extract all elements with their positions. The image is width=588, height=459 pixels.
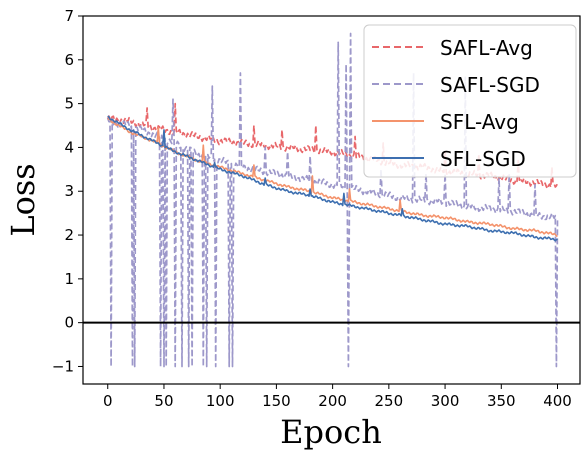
series-line-sfl-avg [107, 118, 558, 237]
plot-frame [82, 15, 581, 385]
x-tick-label: 50 [154, 392, 173, 410]
y-tick-label: 1 [64, 270, 74, 288]
y-tick-label: 3 [64, 182, 74, 200]
y-axis: −1 0 1 2 3 4 5 6 7 [52, 7, 83, 375]
x-tick-label: 200 [318, 392, 347, 410]
y-tick-label: 4 [64, 138, 74, 156]
x-tick-label: 300 [431, 392, 460, 410]
series-line-sfl-sgd [107, 115, 558, 242]
x-tick-label: 350 [487, 392, 516, 410]
y-tick-label: 2 [64, 226, 74, 244]
y-tick-label: 6 [64, 51, 74, 69]
series-line-safl-sgd [106, 32, 559, 368]
legend-label-sfl-avg: SFL-Avg [440, 110, 519, 134]
legend-label-safl-avg: SAFL-Avg [440, 36, 533, 60]
legend-label-sfl-sgd: SFL-SGD [440, 147, 526, 171]
x-tick-label: 250 [375, 392, 404, 410]
x-tick-label: 0 [103, 392, 113, 410]
x-tick-label: 100 [206, 392, 235, 410]
y-tick-label: 5 [64, 95, 74, 113]
y-tick-label: 0 [64, 314, 74, 332]
x-tick-label: 150 [262, 392, 291, 410]
legend-label-safl-sgd: SAFL-SGD [440, 73, 540, 97]
x-axis-title: Epoch [280, 413, 382, 451]
x-tick-label: 400 [543, 392, 572, 410]
legend-box [363, 24, 577, 178]
legend: SAFL-Avg SAFL-SGD SFL-Avg SFL-SGD [363, 24, 577, 178]
y-axis-title: Loss [4, 163, 42, 236]
y-tick-label: 7 [64, 7, 74, 25]
y-tick-label: −1 [52, 357, 74, 375]
x-axis: 0 50 100 150 200 250 300 350 400 [103, 384, 572, 410]
